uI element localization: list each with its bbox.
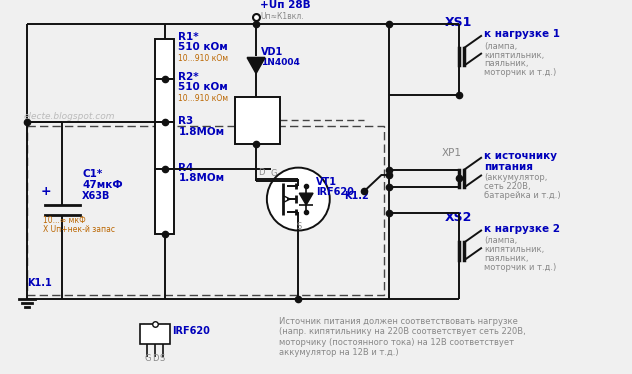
- Bar: [155, 169, 174, 234]
- Text: S: S: [296, 221, 301, 230]
- Text: electe.blogspot.com: electe.blogspot.com: [23, 113, 114, 122]
- Text: K1: K1: [250, 116, 265, 125]
- Text: 510 кОм: 510 кОм: [178, 82, 228, 92]
- Text: паяльник,: паяльник,: [484, 254, 528, 263]
- Text: 47мкФ: 47мкФ: [82, 180, 123, 190]
- Text: XS2: XS2: [445, 211, 472, 224]
- Text: S: S: [160, 354, 165, 363]
- Bar: [155, 79, 174, 122]
- Text: (лампа,: (лампа,: [484, 42, 518, 51]
- Text: батарейка и т.д.): батарейка и т.д.): [484, 191, 561, 200]
- Text: K1.2: K1.2: [344, 191, 369, 201]
- Text: (лампа,: (лампа,: [484, 236, 518, 245]
- Text: IRF620: IRF620: [173, 326, 210, 336]
- Text: кипятильник,: кипятильник,: [484, 50, 544, 59]
- Text: 10...910 кОм: 10...910 кОм: [178, 94, 229, 103]
- Text: Источник питания должен соответствовать нагрузке
(напр. кипятильнику на 220В соо: Источник питания должен соответствовать …: [279, 317, 525, 357]
- Text: D: D: [152, 354, 159, 363]
- Text: D: D: [258, 169, 265, 178]
- Polygon shape: [300, 193, 313, 205]
- Text: Х63В: Х63В: [82, 191, 111, 201]
- Text: сеть 220В,: сеть 220В,: [484, 182, 531, 191]
- Text: (аккумулятор,: (аккумулятор,: [484, 174, 547, 183]
- Text: 1N4004: 1N4004: [261, 58, 300, 67]
- Text: R1*: R1*: [178, 32, 199, 42]
- Text: к источнику: к источнику: [484, 151, 557, 161]
- Bar: [155, 122, 174, 169]
- Text: G: G: [144, 354, 150, 363]
- Text: IRF620: IRF620: [316, 187, 354, 197]
- Circle shape: [267, 168, 330, 230]
- Text: моторчик и т.д.): моторчик и т.д.): [484, 263, 556, 272]
- Text: R2*: R2*: [178, 72, 199, 82]
- Text: 10...910 кОм: 10...910 кОм: [178, 53, 229, 62]
- Text: моторчик и т.д.): моторчик и т.д.): [484, 68, 556, 77]
- Text: R4: R4: [178, 163, 194, 172]
- Text: XP1: XP1: [442, 148, 462, 158]
- Text: R3: R3: [178, 116, 193, 126]
- Text: XS1: XS1: [445, 16, 472, 29]
- Text: к нагрузке 2: к нагрузке 2: [484, 224, 560, 233]
- Bar: [235, 97, 279, 144]
- Bar: [140, 324, 169, 344]
- Text: C1*: C1*: [82, 169, 102, 180]
- Text: 1.8МОм: 1.8МОм: [178, 127, 224, 137]
- Text: к нагрузке 1: к нагрузке 1: [484, 29, 560, 39]
- Text: G: G: [270, 169, 277, 178]
- Bar: [155, 39, 174, 79]
- Text: K1.1: K1.1: [27, 278, 52, 288]
- Bar: [27, 126, 384, 295]
- Text: паяльник,: паяльник,: [484, 59, 528, 68]
- Text: питания: питания: [484, 162, 533, 172]
- Text: кипятильник,: кипятильник,: [484, 245, 544, 254]
- Text: Х Uп+нек-й запас: Х Uп+нек-й запас: [43, 226, 115, 234]
- Text: 10...∞ мкФ: 10...∞ мкФ: [43, 216, 85, 225]
- Text: 1.8МОм: 1.8МОм: [178, 174, 224, 183]
- Text: +: +: [41, 185, 51, 198]
- Text: +Uп 28В: +Uп 28В: [260, 0, 310, 10]
- Polygon shape: [247, 58, 265, 73]
- Text: VD1: VD1: [261, 47, 283, 56]
- Text: 510 кОм: 510 кОм: [178, 42, 228, 52]
- Text: Uп≈К1вкл.: Uп≈К1вкл.: [260, 12, 303, 21]
- Text: VT1: VT1: [316, 177, 337, 187]
